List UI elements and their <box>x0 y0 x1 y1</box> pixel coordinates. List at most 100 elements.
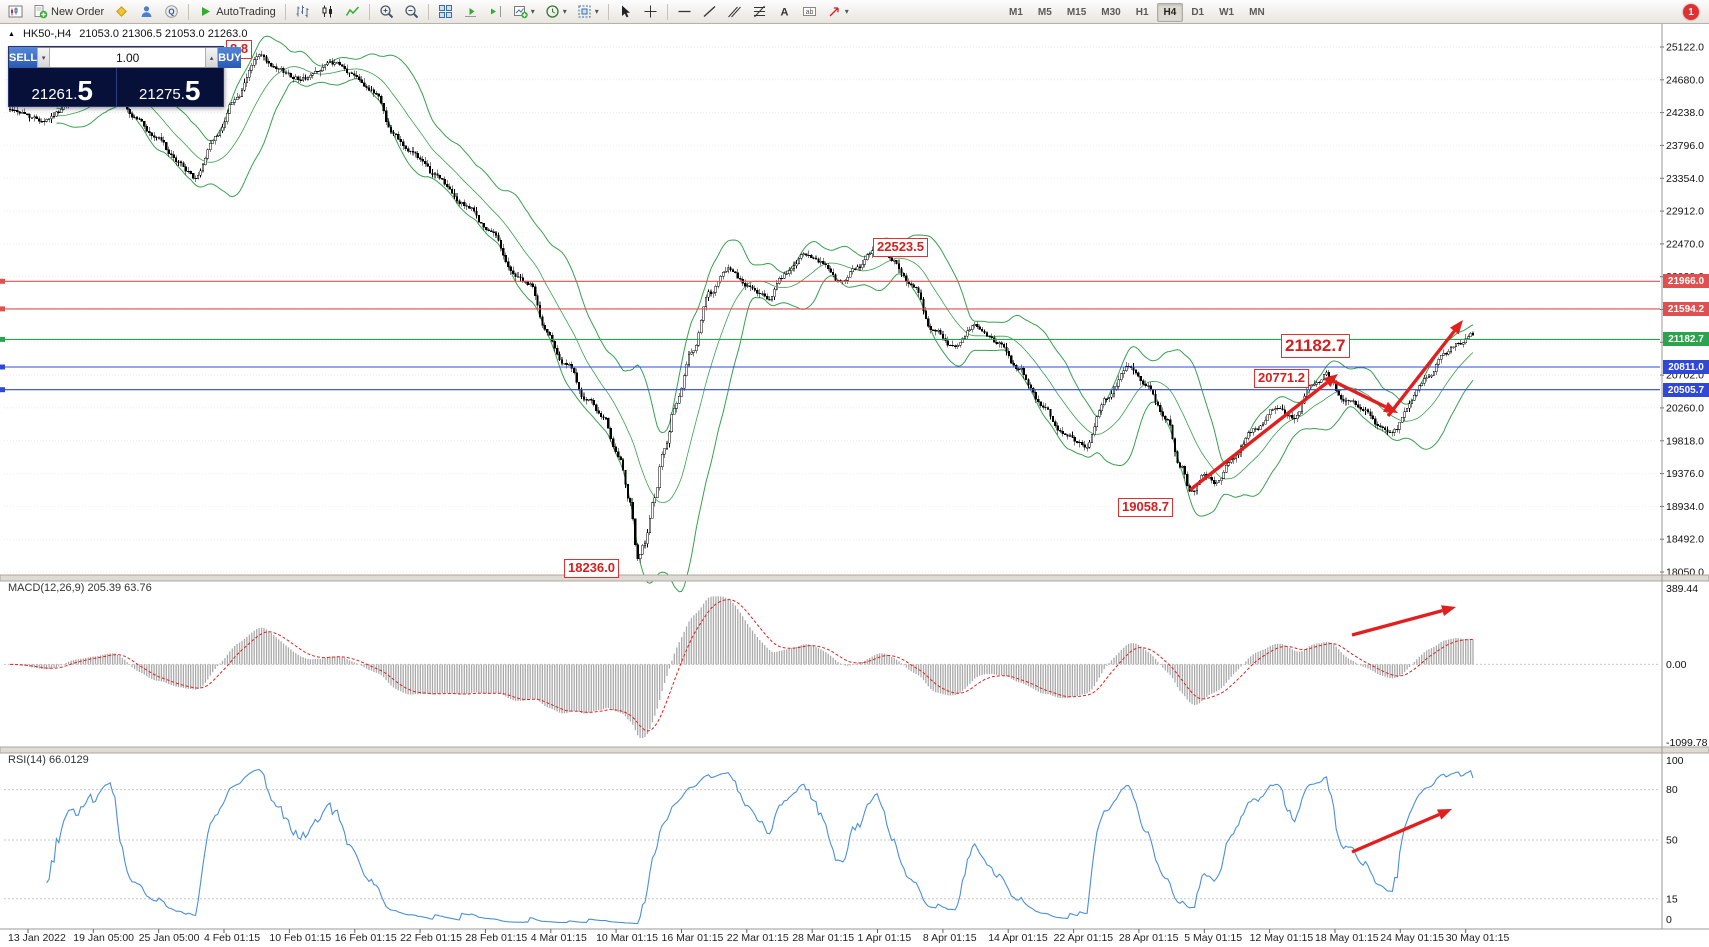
quote-divider <box>115 68 117 106</box>
auto-scroll-icon <box>464 8 476 17</box>
svg-text:14 Apr 01:15: 14 Apr 01:15 <box>988 932 1048 944</box>
chart-window-icon[interactable] <box>4 1 27 22</box>
toolbar-separator <box>607 3 609 20</box>
period-button[interactable]: ▾ <box>541 1 571 22</box>
buy-button[interactable]: BUY <box>218 47 242 68</box>
svg-text:12 May 01:15: 12 May 01:15 <box>1250 932 1314 944</box>
svg-text:22 Mar 01:15: 22 Mar 01:15 <box>727 932 789 944</box>
object-marker-icon: ▲ <box>8 30 15 38</box>
line-chart-icon <box>345 6 359 16</box>
price-annotation[interactable]: 18236.0 <box>564 559 619 578</box>
volume-increase-button[interactable]: ▴ <box>205 48 219 67</box>
pane-separator[interactable] <box>0 574 1709 582</box>
svg-text:389.44: 389.44 <box>1666 583 1698 595</box>
price-annotation[interactable]: 19058.7 <box>1118 498 1173 517</box>
channel-tool-button[interactable] <box>723 1 746 22</box>
x-axis: 13 Jan 2022 19 Jan 05:00 25 Jan 05:00 4 Feb… <box>8 929 1509 944</box>
autotrading-button[interactable]: AutoTrading <box>194 1 280 22</box>
svg-text:A: A <box>780 7 788 19</box>
profile-icon[interactable] <box>135 1 158 22</box>
svg-text:22 Feb 01:15: 22 Feb 01:15 <box>400 932 462 944</box>
horizontal-level-lines[interactable] <box>0 278 1660 393</box>
price-annotation[interactable]: 21182.7 <box>1281 334 1350 359</box>
price-annotation[interactable]: 22523.5 <box>873 238 928 257</box>
svg-text:1 Apr 01:15: 1 Apr 01:15 <box>858 932 912 944</box>
new-order-button[interactable]: New Order <box>29 1 108 22</box>
tile-windows-button[interactable] <box>434 1 457 22</box>
toolbar-separator <box>368 3 370 20</box>
volume-control: ▾ ▴ <box>37 47 219 68</box>
timeframe-mn[interactable]: MN <box>1242 3 1272 22</box>
diamond-icon <box>116 6 128 17</box>
buy-price[interactable]: 21275. 5 <box>117 68 224 106</box>
svg-text:24680.0: 24680.0 <box>1666 74 1704 86</box>
auto-scroll-button[interactable] <box>459 1 482 22</box>
svg-text:18934.0: 18934.0 <box>1666 501 1704 513</box>
zoom-in-button[interactable] <box>375 1 398 22</box>
fibonacci-tool-button[interactable] <box>748 1 771 22</box>
ohlc-values: 21053.0 21306.5 21053.0 21263.0 <box>79 28 248 40</box>
sell-price-main: 21261. <box>31 85 78 103</box>
horizontal-line-icon <box>678 10 691 13</box>
timeframe-d1[interactable]: D1 <box>1184 3 1211 22</box>
text-tool-button[interactable]: A <box>773 1 796 22</box>
svg-text:80: 80 <box>1666 784 1678 796</box>
template-button[interactable]: ▾ <box>573 1 603 22</box>
macd-indicator-label: MACD(12,26,9) 205.39 63.76 <box>8 582 152 594</box>
mql5-icon[interactable] <box>110 1 133 22</box>
chart-shift-button[interactable] <box>484 1 507 22</box>
timeframe-m15[interactable]: M15 <box>1060 3 1093 22</box>
community-icon[interactable]: Q <box>160 1 183 22</box>
autotrading-label: AutoTrading <box>216 5 276 18</box>
channel-icon <box>727 6 741 18</box>
cursor-button[interactable] <box>614 1 637 22</box>
toolbar: New Order Q AutoTrading ▾ <box>0 0 1709 24</box>
volume-input[interactable] <box>50 48 206 67</box>
timeframe-m30[interactable]: M30 <box>1094 3 1127 22</box>
volume-decrease-button[interactable]: ▾ <box>37 48 51 67</box>
template-icon <box>578 5 591 18</box>
price-line-badge: 20505.7 <box>1663 383 1709 397</box>
sell-button[interactable]: SELL <box>9 47 38 68</box>
svg-text:30 May 01:15: 30 May 01:15 <box>1446 932 1510 944</box>
svg-text:13 Jan 2022: 13 Jan 2022 <box>8 932 66 944</box>
svg-text:8 Apr 01:15: 8 Apr 01:15 <box>923 932 977 944</box>
new-order-label: New Order <box>51 5 105 18</box>
zoom-in-icon <box>380 5 393 19</box>
new-chart-button[interactable]: ▾ <box>509 1 539 22</box>
hline-tool-button[interactable] <box>673 1 696 22</box>
sell-price[interactable]: 21261. 5 <box>9 68 116 106</box>
trade-panel-quotes: 21261. 5 21275. 5 <box>9 68 223 106</box>
timeframe-m5[interactable]: M5 <box>1031 3 1059 22</box>
svg-text:Q: Q <box>169 8 175 17</box>
timeframe-w1[interactable]: W1 <box>1212 3 1241 22</box>
svg-text:18492.0: 18492.0 <box>1666 534 1704 546</box>
line-chart-button[interactable] <box>341 1 364 22</box>
label-tool-button[interactable]: ab <box>798 1 821 22</box>
notifications-badge[interactable]: 1 <box>1683 4 1699 20</box>
tile-windows-icon <box>438 5 452 18</box>
svg-text:5 May 01:15: 5 May 01:15 <box>1184 932 1242 944</box>
timeframe-h4[interactable]: H4 <box>1156 2 1184 22</box>
new-chart-icon <box>513 6 528 19</box>
pane-separator[interactable] <box>0 746 1709 754</box>
zoom-out-icon <box>405 5 418 19</box>
trendline-tool-button[interactable] <box>698 1 721 22</box>
crosshair-button[interactable] <box>639 1 662 22</box>
price-line-badge: 21594.2 <box>1663 302 1709 316</box>
sell-price-pips: 5 <box>77 75 93 107</box>
bar-chart-button[interactable] <box>291 1 314 22</box>
price-annotation[interactable]: 20771.2 <box>1254 369 1309 388</box>
timeframe-m1[interactable]: M1 <box>1002 3 1030 22</box>
svg-text:4 Mar 01:15: 4 Mar 01:15 <box>531 932 587 944</box>
svg-text:100: 100 <box>1666 755 1684 767</box>
trend-arrows[interactable] <box>1188 320 1463 854</box>
arrows-tool-button[interactable]: ▾ <box>823 1 853 22</box>
zoom-out-button[interactable] <box>400 1 423 22</box>
candle-chart-button[interactable] <box>316 1 339 22</box>
timeframe-h1[interactable]: H1 <box>1129 3 1156 22</box>
svg-text:28 Mar 01:15: 28 Mar 01:15 <box>792 932 854 944</box>
svg-text:50: 50 <box>1666 835 1678 847</box>
